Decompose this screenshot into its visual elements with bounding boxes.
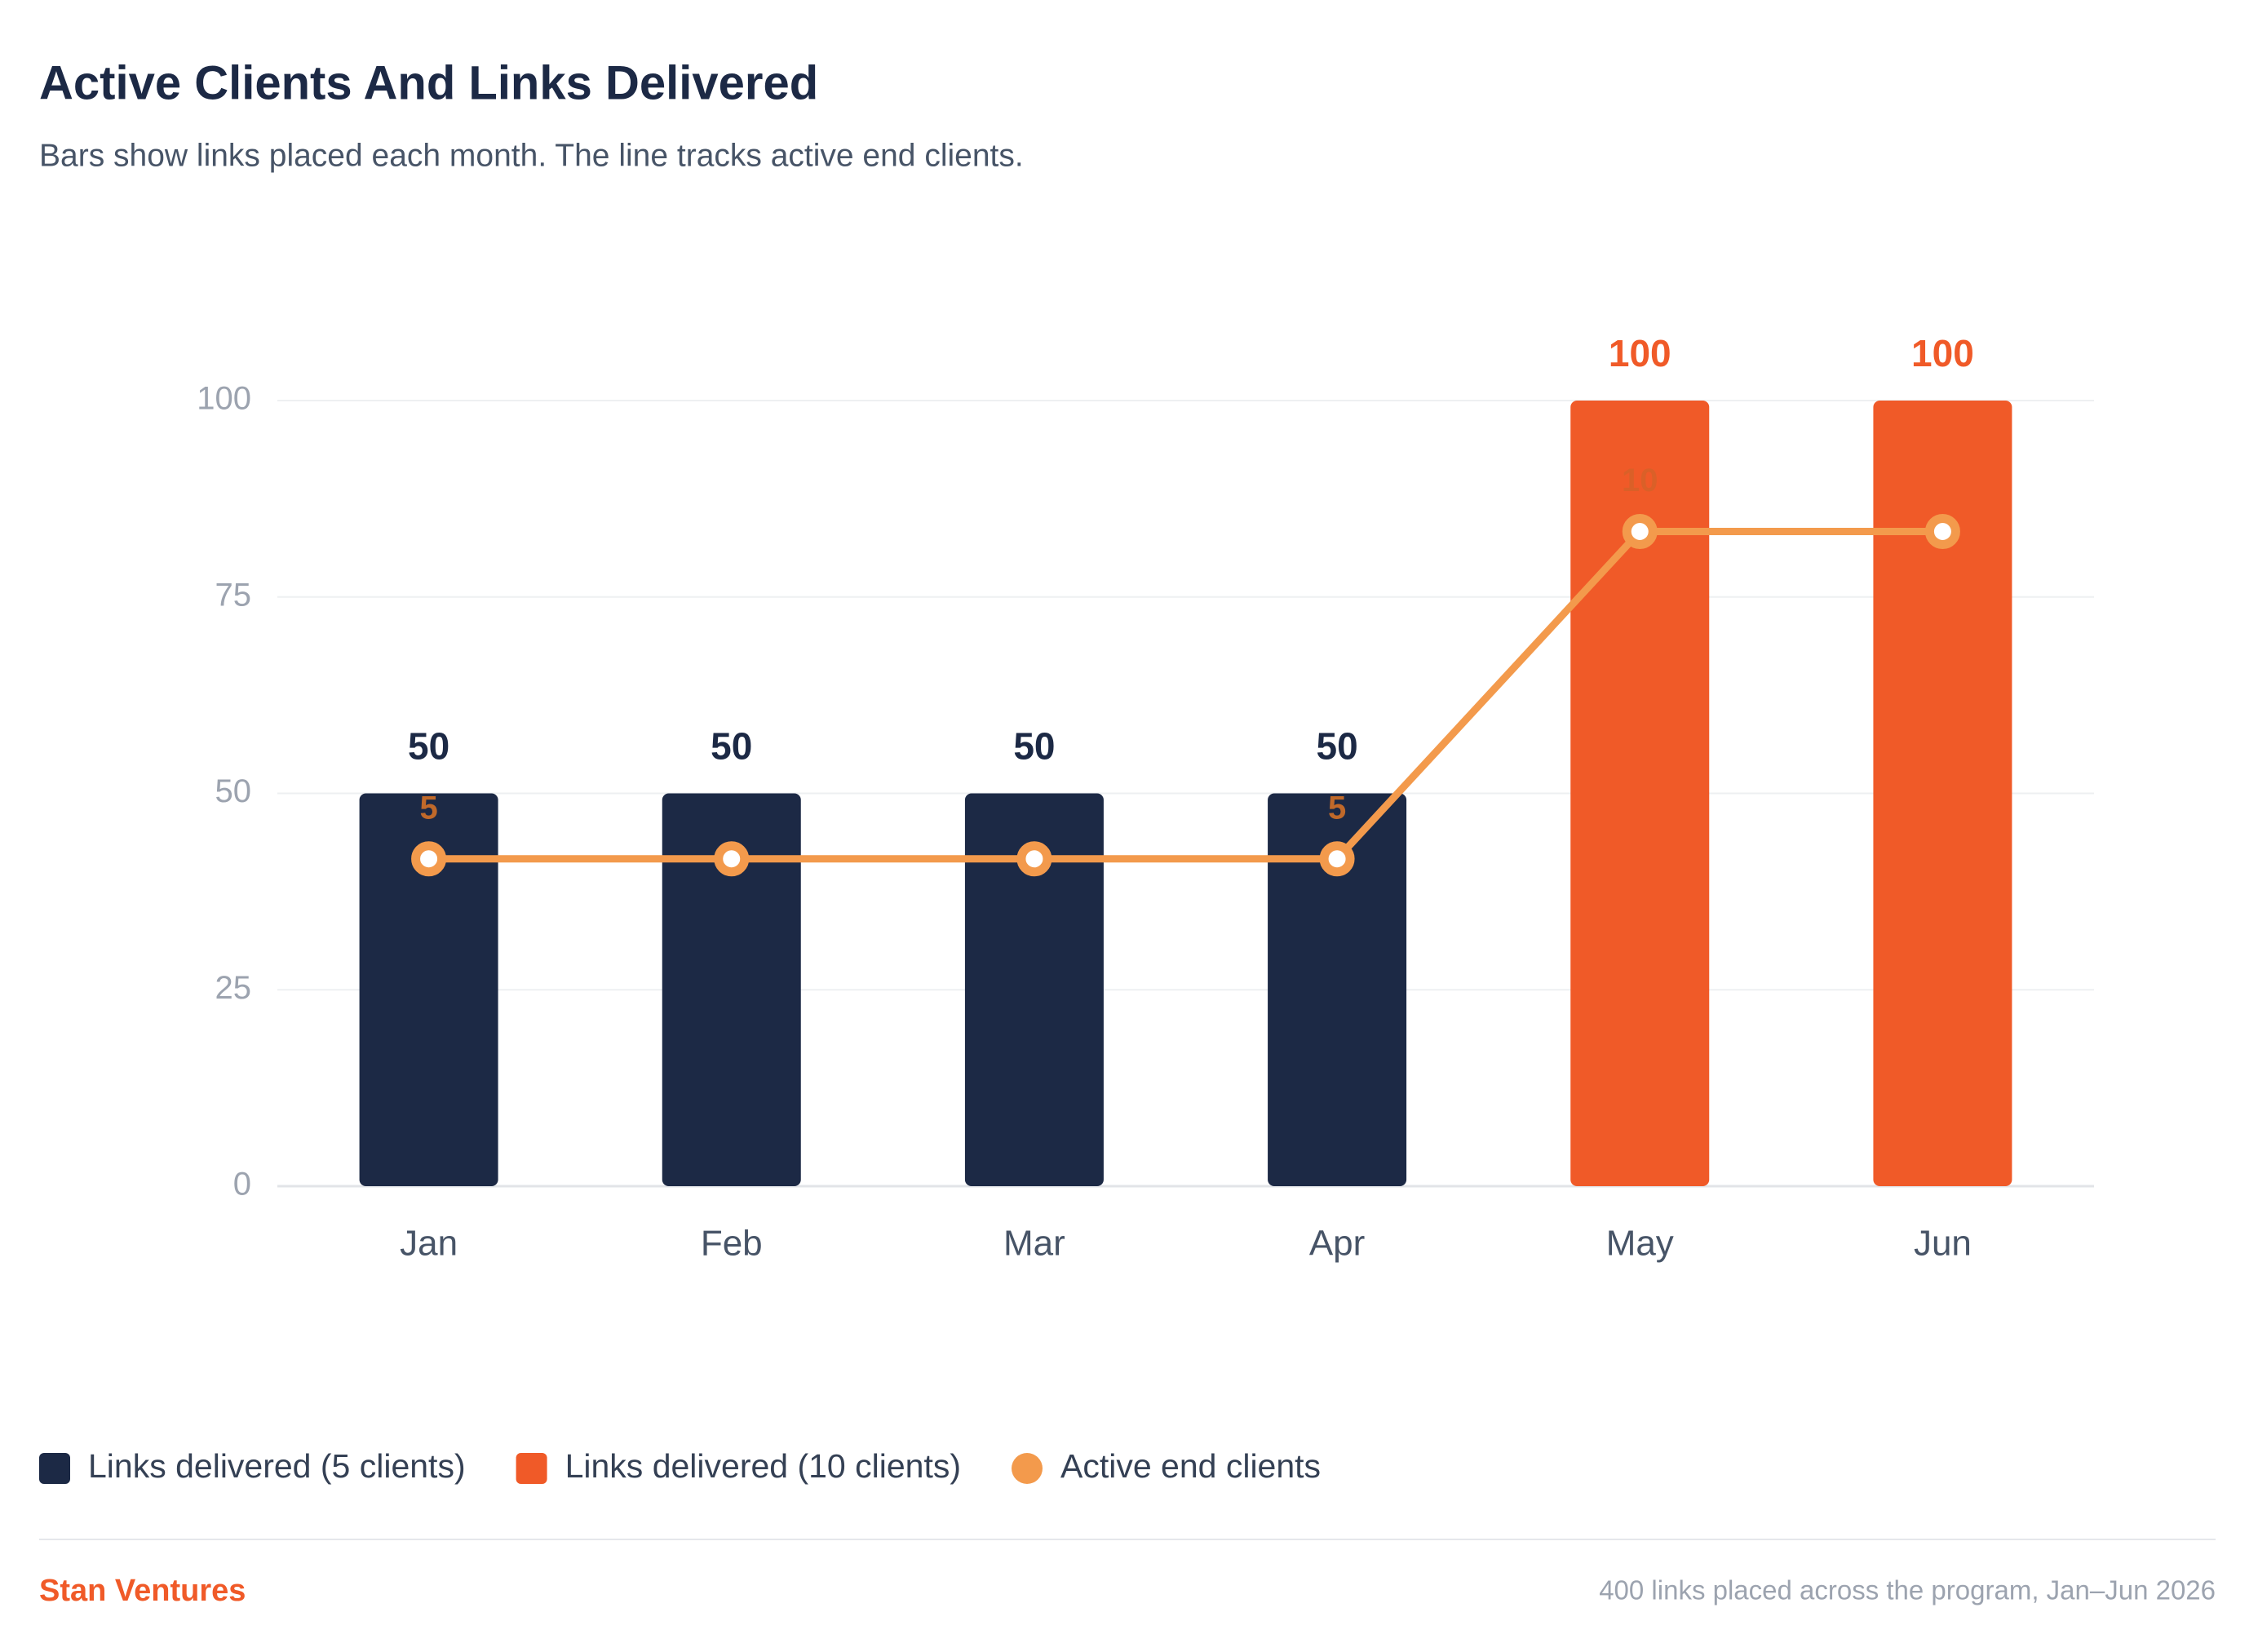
- line-point: [714, 841, 750, 877]
- legend-label: Active end clients: [1060, 1447, 1321, 1485]
- bar: [1570, 401, 1710, 1186]
- x-tick-label: Apr: [1309, 1224, 1365, 1264]
- line-point: [1924, 514, 1960, 549]
- bar-value-label: 50: [711, 725, 752, 768]
- bar: [359, 793, 498, 1186]
- legend-label: Links delivered (10 clients): [565, 1447, 961, 1485]
- chart-subtitle: Bars show links placed each month. The l…: [39, 138, 1024, 173]
- x-tick-label: May: [1606, 1224, 1674, 1264]
- bar-value-label: 50: [408, 725, 449, 768]
- x-tick-label: Feb: [701, 1224, 763, 1264]
- line: [428, 528, 1943, 863]
- chart-title: Active Clients And Links Delivered: [39, 56, 818, 109]
- legend-marker: [516, 1453, 547, 1484]
- y-tick-label: 0: [233, 1167, 251, 1202]
- y-tick-label: 75: [215, 577, 252, 613]
- line-value-label: 10: [1622, 463, 1658, 498]
- line-point: [1016, 841, 1052, 877]
- footer-note: 400 links placed across the program, Jan…: [1599, 1575, 2216, 1605]
- bar: [964, 793, 1104, 1186]
- legend-label: Links delivered (5 clients): [88, 1447, 466, 1485]
- x-tick-label: Jun: [1914, 1224, 1972, 1264]
- y-tick-label: 50: [215, 773, 252, 809]
- bar: [662, 793, 801, 1186]
- bar: [1268, 793, 1407, 1186]
- line-point: [1622, 514, 1658, 549]
- y-tick-label: 100: [197, 381, 251, 417]
- legend-marker: [1012, 1453, 1043, 1484]
- line-value-label: 5: [1328, 790, 1346, 826]
- legend-marker: [39, 1453, 70, 1484]
- bar-value-label: 50: [1316, 725, 1357, 768]
- footer-brand: Stan Ventures: [39, 1574, 246, 1608]
- bar-value-label: 100: [1911, 332, 1974, 374]
- line-point: [411, 841, 447, 877]
- bar-value-label: 100: [1609, 332, 1671, 374]
- bar-value-label: 50: [1013, 725, 1055, 768]
- line-value-label: 5: [419, 790, 437, 826]
- x-tick-label: Mar: [1003, 1224, 1065, 1264]
- line-point: [1319, 841, 1355, 877]
- x-tick-label: Jan: [400, 1224, 458, 1264]
- bar: [1873, 401, 2012, 1186]
- y-tick-label: 25: [215, 970, 252, 1006]
